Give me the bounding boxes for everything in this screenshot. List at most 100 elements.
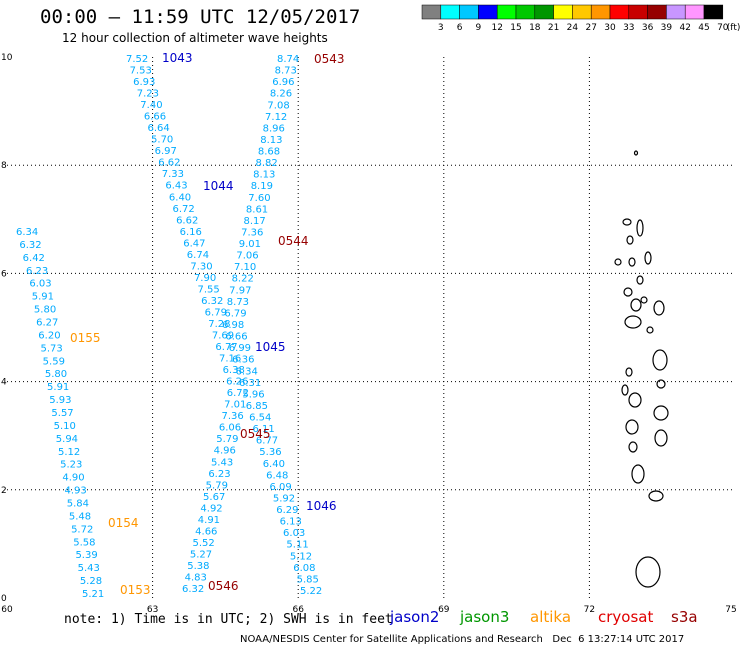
wave-height-value: 5.91 (32, 292, 54, 303)
legend-swatch (459, 4, 479, 20)
legend-swatch (684, 4, 705, 20)
legend-label: 36 (642, 23, 654, 33)
time-label: 1044 (203, 179, 234, 193)
legend-swatch (421, 4, 442, 20)
wave-height-value: 5.96 (242, 389, 264, 400)
wave-height-value: 7.10 (234, 262, 256, 273)
wave-height-value: 5.70 (151, 135, 173, 146)
page-subtitle: 12 hour collection of altimeter wave hei… (62, 31, 328, 45)
y-tick-label: 2 (1, 486, 7, 496)
time-label: 0545 (240, 427, 271, 441)
wave-height-value: 6.36 (232, 355, 254, 366)
atoll-outline (626, 235, 634, 245)
wave-height-value: 6.62 (176, 215, 198, 226)
wave-height-value: 5.22 (300, 586, 322, 597)
legend-label: 30 (604, 23, 616, 33)
time-label: 1045 (255, 340, 286, 354)
color-legend: 3 6 9 12 15 18 21 24 27 30 33 36 39 42 45 70(ft) (421, 4, 740, 33)
time-label: 0544 (278, 234, 309, 248)
atoll-outline (628, 441, 638, 453)
wave-height-value: 4.90 (62, 473, 84, 484)
wave-height-value: 7.52 (126, 54, 148, 65)
wave-height-value: 7.36 (241, 227, 263, 238)
x-tick-label: 63 (147, 605, 158, 615)
wave-height-value: 5.10 (54, 421, 76, 432)
wave-height-value: 7.69 (212, 331, 234, 342)
wave-height-value: 8.73 (227, 297, 249, 308)
wave-height-value: 6.64 (147, 123, 169, 134)
wave-height-value: 7.30 (190, 261, 212, 272)
wave-height-value: 5.28 (80, 576, 102, 587)
legend-label: 9 (476, 23, 482, 33)
atoll-outline (621, 384, 629, 396)
wave-height-value: 6.03 (283, 528, 305, 539)
wave-height-value: 6.29 (276, 505, 298, 516)
atoll-outline (640, 296, 648, 304)
wave-height-value: 6.72 (227, 388, 249, 399)
legend-swatch (590, 4, 611, 20)
atoll-outline (636, 219, 644, 237)
wave-height-value: 6.38 (223, 365, 245, 376)
wave-height-value: 7.55 (198, 284, 220, 295)
wave-height-value: 6.48 (266, 470, 288, 481)
wave-height-value: 6.77 (215, 342, 237, 353)
legend-label: 18 (529, 23, 541, 33)
wave-height-value: 8.96 (263, 123, 285, 134)
atoll-outline (622, 218, 632, 226)
sat-cryosat: cryosat (598, 608, 654, 626)
wave-height-value: 5.80 (45, 369, 67, 380)
legend-swatch (647, 4, 667, 20)
sat-jason2: jason2 (390, 608, 440, 626)
altimeter-tracks: 7.527.536.937.237.406.666.645.706.976.62… (16, 54, 322, 600)
wave-height-value: 8.19 (251, 181, 273, 192)
atoll-outline (628, 392, 642, 408)
wave-height-value: 6.98 (222, 320, 244, 331)
wave-height-value: 5.79 (216, 434, 238, 445)
wave-height-value: 5.92 (273, 493, 295, 504)
atoll-outline (628, 257, 636, 267)
wave-height-value: 7.90 (194, 273, 216, 284)
wave-height-value: 5.57 (51, 408, 73, 419)
wave-height-value: 5.36 (259, 447, 281, 458)
time-label: 0543 (314, 52, 345, 66)
wave-height-value: 7.08 (267, 100, 289, 111)
x-axis-ticks: 60 63 66 69 72 75 (1, 605, 736, 615)
wave-height-value: 5.93 (49, 395, 71, 406)
legend-label: 39 (661, 23, 673, 33)
wave-height-value: 7.53 (130, 66, 152, 77)
atoll-outline (624, 315, 642, 329)
wave-height-value: 6.32 (201, 296, 223, 307)
wave-height-value: 7.06 (236, 251, 258, 262)
wave-height-value: 6.16 (180, 227, 202, 238)
atoll-outline (614, 258, 622, 266)
page-title: 00:00 – 11:59 UTC 12/05/2017 (40, 6, 361, 28)
wave-height-value: 4.96 (214, 446, 236, 457)
wave-height-value: 7.16 (219, 354, 241, 365)
legend-swatch (496, 4, 517, 20)
wave-height-value: 5.67 (203, 492, 225, 503)
wave-height-value: 7.60 (248, 193, 270, 204)
wave-height-value: 4.83 (185, 572, 207, 583)
wave-height-value: 5.43 (211, 457, 233, 468)
wave-height-value: 6.47 (183, 238, 205, 249)
wave-height-value: 6.66 (225, 332, 247, 343)
legend-label: 21 (548, 23, 559, 33)
wave-height-value: 6.85 (246, 401, 268, 412)
legend-swatch (666, 4, 686, 20)
wave-height-value: 6.27 (36, 318, 58, 329)
legend-swatch (628, 4, 648, 20)
wave-height-value: 6.40 (169, 192, 191, 203)
wave-height-value: 9.01 (239, 239, 261, 250)
legend-label: 3 (438, 23, 444, 33)
y-tick-label: 0 (1, 594, 7, 604)
wave-height-value: 5.72 (71, 524, 93, 535)
atoll-outline (653, 405, 669, 421)
wave-height-value: 5.27 (190, 549, 212, 560)
wave-height-value: 7.28 (208, 319, 230, 330)
wave-height-value: 5.38 (187, 561, 209, 572)
wave-height-value: 5.12 (58, 447, 80, 458)
wave-height-value: 8.82 (255, 158, 277, 169)
legend-label: 15 (510, 23, 521, 33)
y-axis-ticks: 0 2 4 6 8 10 (1, 53, 13, 604)
wave-height-value: 6.66 (144, 112, 166, 123)
